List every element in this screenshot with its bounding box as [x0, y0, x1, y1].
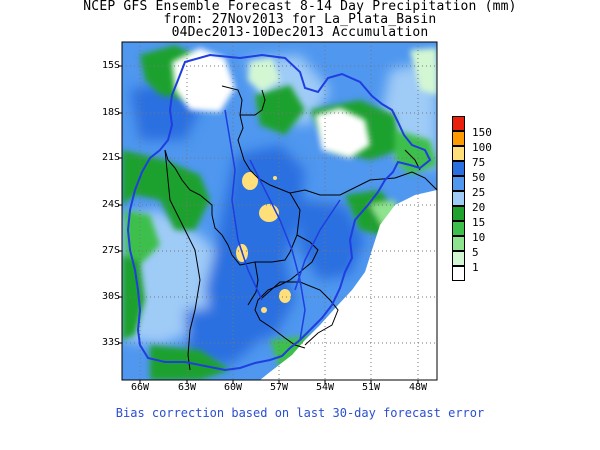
- ocean-no-data: [260, 190, 437, 380]
- lon-label: 66W: [130, 382, 150, 393]
- legend-swatch: [452, 116, 465, 131]
- lat-label: 30S: [101, 291, 120, 302]
- precip-spot-75mm-5: [261, 307, 267, 313]
- legend-swatch: [452, 176, 465, 191]
- legend-swatch: [452, 236, 465, 251]
- precip-spot-75mm-6: [273, 176, 277, 180]
- legend-label: 75: [472, 156, 486, 169]
- map-gridlines: [122, 42, 437, 380]
- lon-label: 60W: [223, 382, 243, 393]
- legend-label: 25: [472, 186, 486, 199]
- legend-swatch: [452, 191, 465, 206]
- lat-label: 18S: [101, 107, 120, 118]
- river-parana: [249, 159, 306, 341]
- lat-label: 24S: [101, 199, 120, 210]
- precip-zone-10mm-west: [125, 210, 160, 265]
- legend-label: 50: [472, 171, 486, 184]
- precip-zone-15mm-northeast: [255, 85, 305, 135]
- legend-swatch: [452, 251, 465, 266]
- axis-ticks: [118, 65, 419, 384]
- precip-zone-dry-northeast: [315, 108, 370, 158]
- precip-zone-dry-ne-corner: [410, 48, 437, 95]
- legend-swatch: [452, 266, 465, 281]
- lat-label: 33S: [101, 337, 120, 348]
- la-plata-basin-outline: [126, 53, 432, 372]
- precip-zone-dry-north: [172, 48, 235, 112]
- legend-swatch: [452, 161, 465, 176]
- legend-swatch: [452, 146, 465, 161]
- river-uruguay: [294, 199, 341, 291]
- country-borders: [164, 85, 437, 371]
- map-title: NCEP GFS Ensemble Forecast 8-14 Day Prec…: [83, 0, 517, 14]
- lon-label: 63W: [177, 382, 197, 393]
- lat-label: 27S: [101, 245, 120, 256]
- legend-label: 5: [472, 246, 479, 259]
- legend-label: 20: [472, 201, 486, 214]
- legend-label: 150: [472, 126, 492, 139]
- map-subtitle-issue: from: 27Nov2013 for La_Plata_Basin: [163, 12, 437, 27]
- lon-label: 54W: [315, 382, 335, 393]
- precip-zone-50mm-south: [185, 305, 255, 365]
- precip-spot-75mm-4: [279, 289, 291, 303]
- bias-correction-note: Bias correction based on last 30-day for…: [115, 406, 485, 420]
- legend-swatch: [452, 206, 465, 221]
- legend-swatch: [452, 131, 465, 146]
- precip-spot-75mm-1: [242, 172, 258, 190]
- lat-label: 15S: [101, 60, 120, 71]
- precip-zone-50mm-east: [300, 200, 365, 280]
- map-subtitle-period: 04Dec2013-10Dec2013 Accumulation: [171, 25, 429, 40]
- lon-label: 48W: [408, 382, 428, 393]
- precip-zone-dry-north-center: [248, 58, 280, 92]
- river-paraguay: [224, 109, 263, 301]
- lon-label: 57W: [269, 382, 289, 393]
- legend-label: 100: [472, 141, 492, 154]
- legend-label: 15: [472, 216, 486, 229]
- legend-label: 10: [472, 231, 486, 244]
- lon-label: 51W: [361, 382, 381, 393]
- lat-label: 21S: [101, 152, 120, 163]
- legend-label: 1: [472, 261, 479, 274]
- legend-swatch: [452, 221, 465, 236]
